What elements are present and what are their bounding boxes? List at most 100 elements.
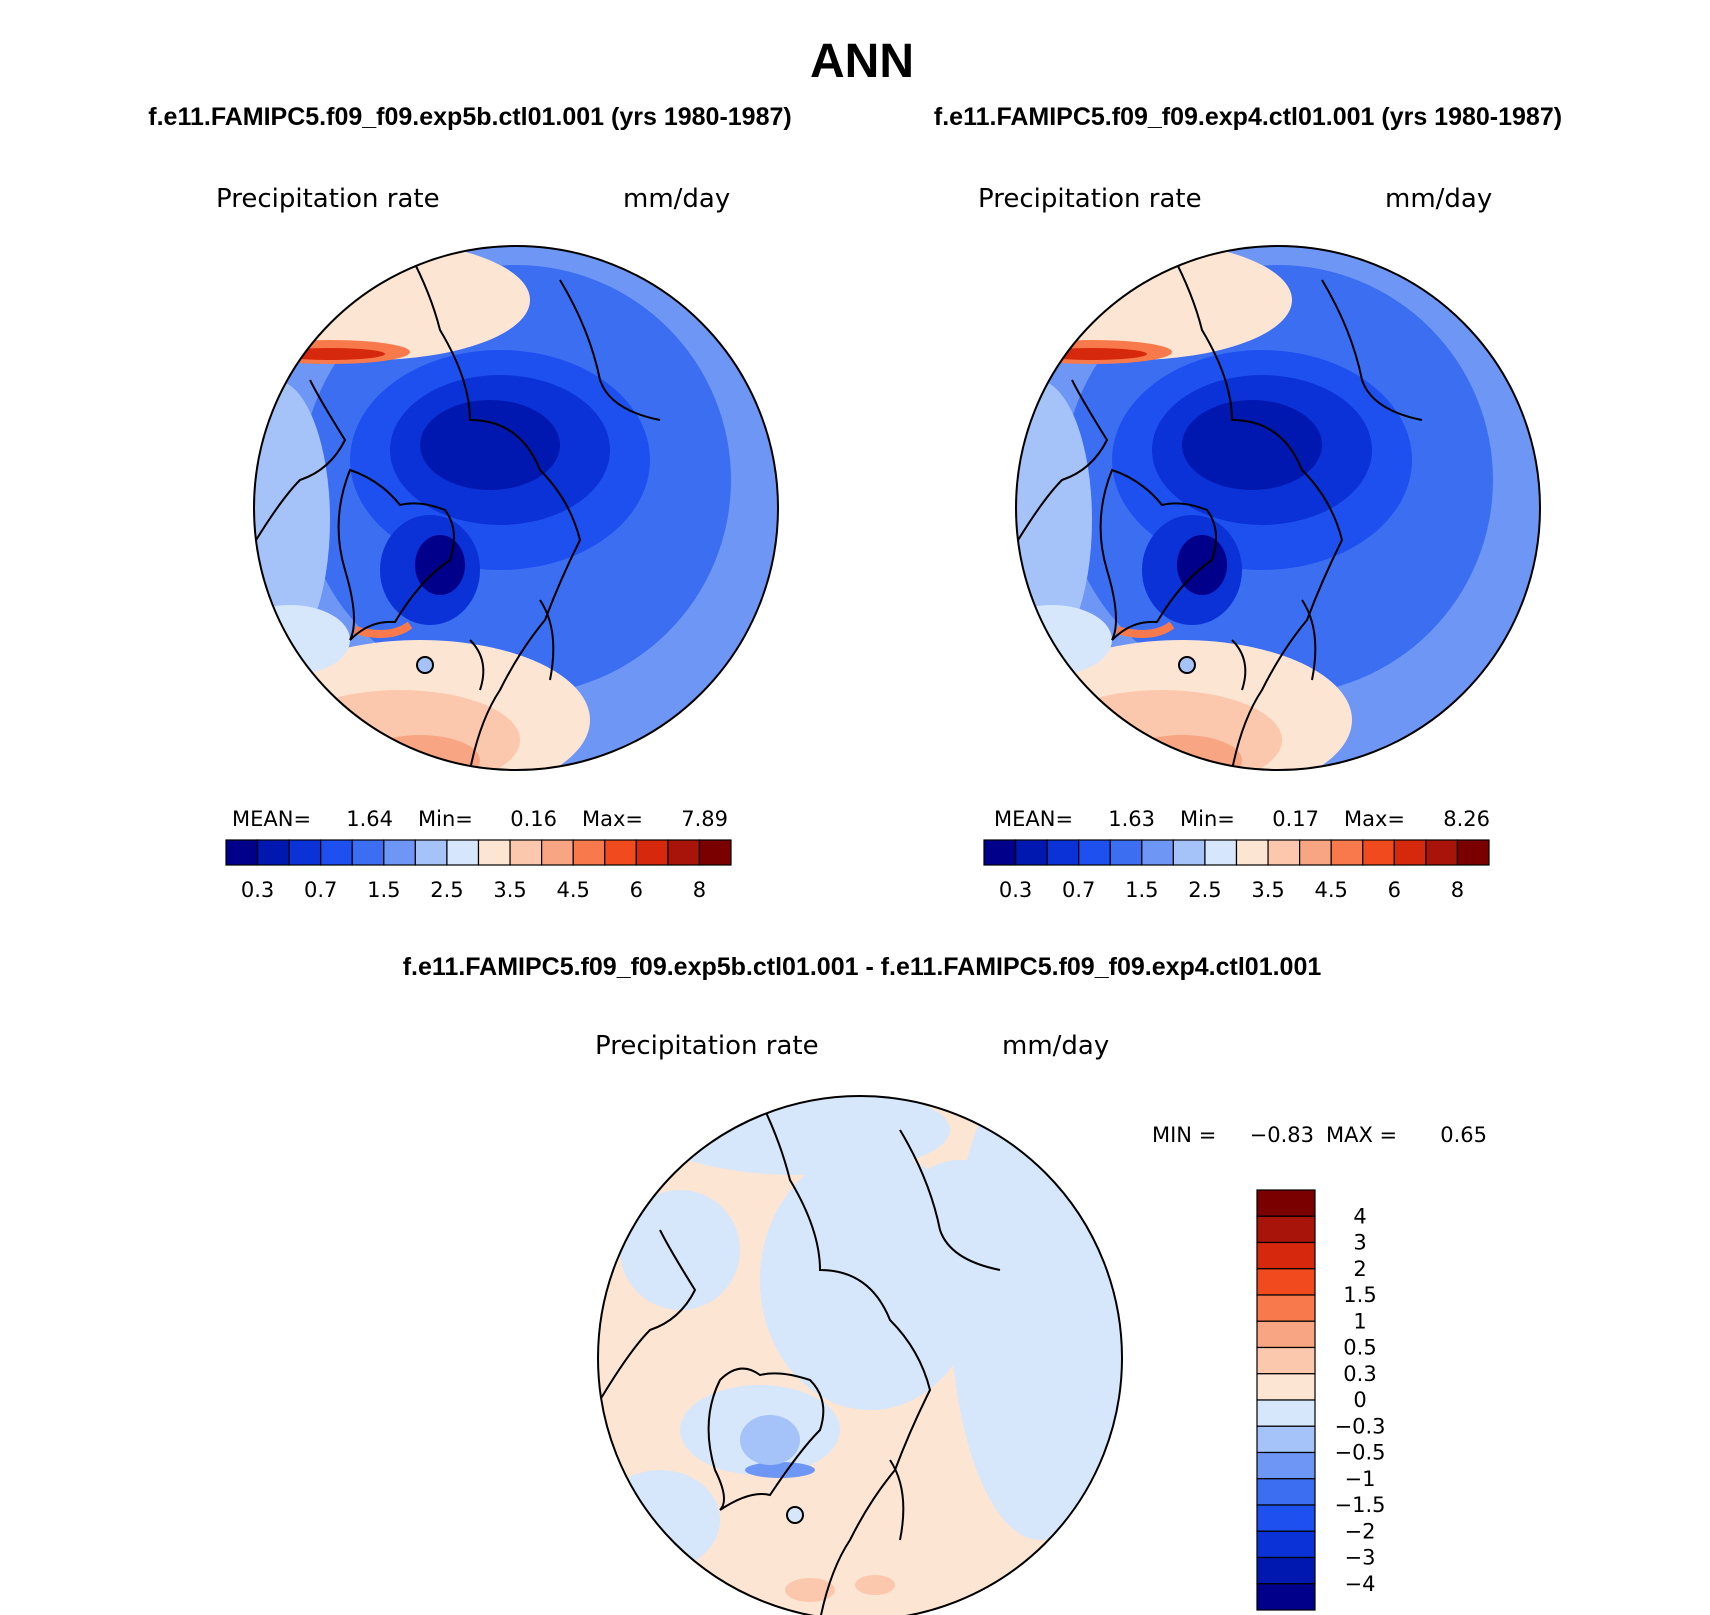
panel-difference-map — [598, 1096, 1122, 1615]
panel-exp4-colorbar-tick-label: 4.5 — [1314, 878, 1347, 902]
panel-difference-colorbar-tick-label: 0 — [1353, 1388, 1366, 1412]
panel-difference-variable: Precipitation rate — [595, 1031, 819, 1061]
diff-title: f.e11.FAMIPC5.f09_f09.exp5b.ctl01.001 - … — [403, 953, 1322, 981]
panel-exp5b-colorbar-tick-label: 3.5 — [493, 878, 526, 902]
panel-exp4-variable: Precipitation rate — [978, 184, 1202, 214]
panel-exp5b-colorbar-swatch — [667, 839, 701, 866]
panel-exp4-colorbar-swatch — [1299, 839, 1332, 866]
panel-exp5b-units: mm/day — [623, 184, 730, 214]
panel-exp4-max-value: 8.26 — [1443, 807, 1490, 831]
panel-difference-colorbar-swatch — [1256, 1373, 1316, 1401]
panel-difference-colorbar-swatch — [1256, 1504, 1316, 1532]
panel-exp4-colorbar-ticks: 0.3 0.7 1.5 2.5 3.5 4.5 6 8 — [999, 878, 1464, 902]
panel-exp5b-colorbar-ticks: 0.3 0.7 1.5 2.5 3.5 4.5 6 8 — [241, 878, 706, 902]
panel-exp5b-colorbar-tick-label: 6 — [630, 878, 643, 902]
panel-difference-colorbar-swatch — [1256, 1346, 1316, 1375]
panel-difference: Precipitation rate mm/day — [595, 1031, 1487, 1615]
panel-exp4-colorbar-swatch — [1204, 839, 1238, 866]
panel-exp5b-colorbar-tick-label: 4.5 — [556, 878, 589, 902]
panel-exp5b-colorbar-swatch — [446, 839, 480, 866]
subtitle-left: f.e11.FAMIPC5.f09_f09.exp5b.ctl01.001 (y… — [148, 103, 791, 131]
panel-difference-colorbar-tick-label: 1 — [1353, 1309, 1366, 1333]
panel-exp5b-colorbar-tick-label: 8 — [693, 878, 706, 902]
panel-difference-colorbar-tick-label: −1 — [1345, 1467, 1376, 1491]
panel-exp5b-mean-value: 1.64 — [346, 807, 393, 831]
panel-difference-colorbar-swatch — [1256, 1189, 1316, 1217]
panel-exp4-colorbar-swatch — [983, 839, 1017, 866]
panel-difference-colorbar-tick-label: −2 — [1345, 1519, 1376, 1543]
panel-exp5b-max-value: 7.89 — [681, 807, 728, 831]
panel-exp4-colorbar-swatch — [1330, 839, 1364, 866]
panel-difference-colorbar-swatch — [1256, 1451, 1316, 1480]
panel-exp4-colorbar-swatch — [1425, 839, 1459, 866]
panel-exp5b-max-label: Max= — [582, 807, 643, 831]
panel-difference-colorbar-swatch — [1256, 1294, 1316, 1322]
panel-exp5b-colorbar-tick-label: 2.5 — [430, 878, 463, 902]
panel-difference-colorbar-swatch — [1256, 1556, 1316, 1585]
panel-difference-colorbar-tick-label: −1.5 — [1335, 1493, 1386, 1517]
panel-exp4-colorbar-tick-label: 1.5 — [1125, 878, 1158, 902]
panel-exp4-colorbar-swatch — [1267, 839, 1301, 866]
panel-difference-max-label: MAX = — [1326, 1123, 1397, 1147]
panel-exp5b-colorbar-tick-label: 0.7 — [304, 878, 337, 902]
season-title: ANN — [810, 35, 914, 88]
panel-difference-colorbar-swatch — [1256, 1530, 1316, 1559]
panel-exp4-colorbar-tick-label: 0.7 — [1062, 878, 1095, 902]
panel-difference-colorbar-swatch — [1256, 1478, 1316, 1506]
panel-difference-colorbar-tick-label: 3 — [1353, 1231, 1366, 1255]
panel-exp4-mean-label: MEAN= — [994, 807, 1073, 831]
panel-exp4-map — [1016, 246, 1540, 770]
panel-difference-colorbar-tick-label: −4 — [1345, 1572, 1376, 1596]
panel-exp5b-colorbar-swatch — [225, 839, 259, 866]
panel-difference-colorbar-tick-label: 1.5 — [1343, 1283, 1376, 1307]
panel-difference-colorbar-swatch — [1256, 1320, 1316, 1349]
panel-exp4-colorbar-swatch — [1078, 839, 1111, 866]
panel-exp5b-colorbar — [225, 839, 732, 866]
panel-exp4-colorbar-swatch — [1456, 839, 1490, 866]
panel-exp4-colorbar-swatch — [1141, 839, 1174, 866]
panel-difference-units: mm/day — [1002, 1031, 1109, 1061]
panel-difference-colorbar-swatch — [1256, 1215, 1316, 1244]
panel-exp4-colorbar-swatch — [1235, 839, 1269, 866]
panel-exp5b: Precipitation rate mm/day — [216, 184, 779, 902]
panel-exp5b-min-label: Min= — [418, 807, 473, 831]
panel-exp4-mean-value: 1.63 — [1108, 807, 1155, 831]
panel-difference-colorbar — [1256, 1189, 1316, 1611]
panel-exp5b-variable: Precipitation rate — [216, 184, 440, 214]
panel-difference-colorbar-tick-label: 0.3 — [1343, 1362, 1376, 1386]
panel-exp5b-colorbar-swatch — [477, 839, 511, 866]
panel-exp4: Precipitation rate mm/day — [978, 184, 1541, 902]
panel-exp5b-colorbar-tick-label: 1.5 — [367, 878, 400, 902]
panel-exp5b-colorbar-swatch — [414, 839, 448, 866]
panel-exp5b-mean-label: MEAN= — [232, 807, 311, 831]
subtitle-right: f.e11.FAMIPC5.f09_f09.exp4.ctl01.001 (yr… — [934, 103, 1562, 131]
panel-exp4-colorbar-tick-label: 2.5 — [1188, 878, 1221, 902]
panel-exp5b-min-value: 0.16 — [510, 807, 557, 831]
panel-exp4-colorbar-swatch — [1014, 839, 1048, 866]
panel-difference-colorbar-tick-label: 4 — [1353, 1204, 1366, 1228]
panel-exp5b-colorbar-swatch — [509, 839, 543, 866]
panel-exp4-min-label: Min= — [1180, 807, 1235, 831]
panel-exp5b-colorbar-swatch — [604, 839, 637, 866]
panel-exp4-colorbar-swatch — [1172, 839, 1206, 866]
panel-difference-colorbar-swatch — [1256, 1583, 1316, 1611]
panel-exp5b-colorbar-swatch — [383, 839, 416, 866]
panel-exp4-colorbar-swatch — [1393, 839, 1427, 866]
panel-difference-colorbar-tick-label: 2 — [1353, 1257, 1366, 1281]
panel-difference-max-value: 0.65 — [1440, 1123, 1487, 1147]
panel-difference-colorbar-tick-label: −3 — [1345, 1546, 1376, 1570]
panel-difference-colorbar-swatch — [1256, 1268, 1316, 1296]
panel-difference-colorbar-swatch — [1256, 1241, 1316, 1270]
panel-difference-colorbar-swatch — [1256, 1399, 1316, 1427]
panel-exp4-colorbar-swatch — [1046, 839, 1080, 866]
panel-difference-min-value: −0.83 — [1250, 1123, 1314, 1147]
panel-exp4-max-label: Max= — [1344, 807, 1405, 831]
panel-exp5b-colorbar-swatch — [288, 839, 322, 866]
panel-difference-colorbar-ticks: 4 321.51 0.50.30−0.3 −0.5−1−1.5−2 −3−4 — [1335, 1204, 1386, 1596]
panel-difference-colorbar-tick-label: −0.3 — [1335, 1414, 1386, 1438]
panel-exp5b-colorbar-swatch — [541, 839, 574, 866]
panel-exp4-map-border — [1015, 245, 1541, 771]
panel-exp4-colorbar — [983, 839, 1490, 866]
panel-difference-min-label: MIN = — [1152, 1123, 1216, 1147]
